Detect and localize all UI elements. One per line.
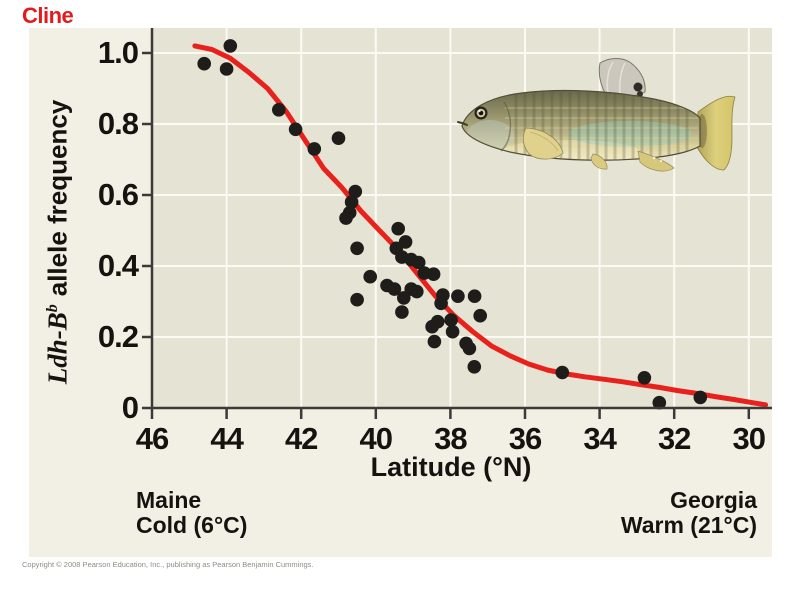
fish-gill-line (500, 101, 512, 152)
x-tick-label: 42 (284, 421, 318, 456)
y-tick-label: 0.2 (97, 319, 139, 354)
data-point (398, 235, 413, 249)
left-region-name: Maine (136, 487, 202, 513)
data-point (637, 371, 652, 385)
right-region-annotation: Georgia Warm (21°C) (621, 488, 757, 538)
data-point (288, 122, 303, 137)
data-point (387, 282, 402, 296)
data-point (223, 39, 238, 53)
data-point (350, 241, 364, 256)
gene-superscript: b (43, 304, 61, 313)
data-point (391, 221, 405, 236)
data-point (363, 269, 377, 284)
data-point (397, 291, 411, 305)
data-point (467, 289, 482, 304)
x-tick-label: 30 (732, 421, 766, 456)
fish-pectoral-fin (522, 127, 564, 160)
x-tick-label: 46 (135, 421, 169, 456)
y-tick-label: 0.4 (97, 248, 139, 283)
cline-scatter-plot (142, 28, 772, 419)
y-tick-label: 0.6 (97, 177, 139, 212)
copyright-notice: Copyright © 2008 Pearson Education, Inc.… (22, 560, 314, 569)
data-point (467, 360, 482, 374)
data-point (395, 305, 409, 319)
data-point (427, 334, 442, 349)
data-point (555, 365, 570, 380)
data-point (272, 103, 286, 117)
data-point (473, 308, 488, 323)
fish-tail-fin (696, 95, 736, 171)
right-region-name: Georgia (670, 487, 757, 513)
fish-eye (474, 106, 488, 120)
y-axis-label: Ldh-Bb allele frequency (43, 100, 74, 385)
data-point (219, 62, 234, 76)
x-tick-label: 38 (434, 421, 467, 456)
data-point (434, 296, 448, 311)
data-point (425, 319, 439, 334)
y-tick-label: 0 (121, 390, 139, 425)
fish-mouth (457, 121, 468, 126)
data-point (410, 284, 424, 299)
data-point (307, 142, 322, 156)
x-tick-label: 32 (657, 421, 691, 456)
data-point (693, 390, 708, 405)
fish-body (457, 89, 701, 161)
x-tick-label: 44 (210, 421, 243, 456)
data-point (197, 56, 211, 71)
fish-pelvic-fin (590, 153, 608, 170)
y-tick-label: 1.0 (97, 35, 139, 70)
data-point (411, 255, 426, 270)
fish-illustration (457, 58, 736, 172)
data-point (462, 341, 477, 356)
x-axis-label: Latitude (°N) (370, 452, 532, 482)
data-point (652, 395, 667, 410)
x-tick-label: 40 (359, 421, 393, 456)
gene-name: Ldh-B (42, 312, 73, 385)
trend-curve (192, 43, 769, 408)
data-point (348, 184, 363, 199)
x-tick-label: 34 (583, 421, 616, 456)
y-axis-label-text: allele frequency (42, 99, 73, 297)
data-point (445, 324, 460, 339)
right-region-climate: Warm (21°C) (620, 512, 757, 538)
y-tick-label: 0.8 (97, 106, 139, 141)
left-region-climate: Cold (6°C) (136, 512, 248, 538)
fish-anal-fin (637, 150, 675, 172)
page-title: Cline (22, 3, 74, 28)
data-point (426, 267, 441, 281)
data-point (444, 313, 458, 327)
data-point (350, 292, 364, 307)
data-point (451, 289, 465, 304)
left-region-annotation: Maine Cold (6°C) (136, 488, 247, 538)
data-point (331, 131, 346, 145)
data-point (344, 195, 359, 209)
data-point (339, 211, 353, 225)
x-tick-label: 36 (508, 421, 542, 456)
fish-dorsal-fin (598, 58, 646, 98)
